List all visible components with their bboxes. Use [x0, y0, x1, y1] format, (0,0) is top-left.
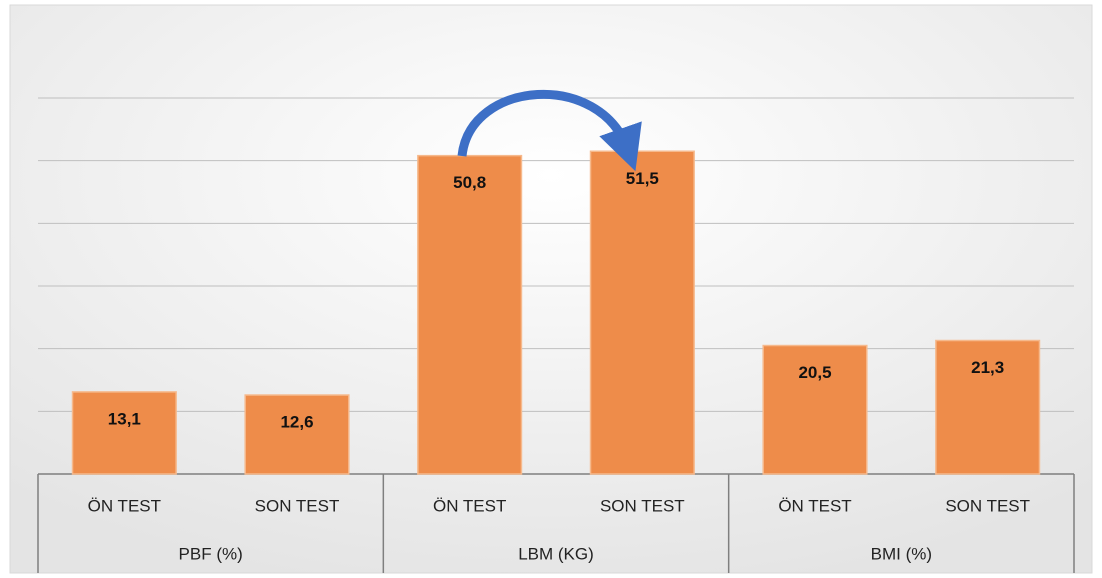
x-tick-label: SON TEST — [600, 496, 685, 515]
bar — [71, 391, 177, 475]
bar — [762, 344, 868, 475]
x-tick-label: ÖN TEST — [88, 496, 161, 515]
data-label: 50,8 — [453, 173, 486, 192]
group-label: PBF (%) — [179, 544, 243, 563]
bar — [244, 394, 350, 475]
x-tick-label: ÖN TEST — [433, 496, 506, 515]
x-tick-label: SON TEST — [945, 496, 1030, 515]
x-tick-label: ÖN TEST — [778, 496, 851, 515]
data-label: 20,5 — [798, 363, 831, 382]
bar — [935, 339, 1041, 475]
arrow — [457, 90, 642, 172]
chart-area — [9, 4, 1093, 574]
data-label: 13,1 — [108, 409, 141, 428]
data-label: 21,3 — [971, 358, 1004, 377]
group-label: BMI (%) — [871, 544, 932, 563]
data-label: 12,6 — [280, 413, 313, 432]
data-label: 51,5 — [626, 169, 659, 188]
group-label: LBM (KG) — [518, 544, 594, 563]
x-tick-label: SON TEST — [255, 496, 340, 515]
bar — [417, 154, 523, 475]
bar — [589, 150, 695, 475]
